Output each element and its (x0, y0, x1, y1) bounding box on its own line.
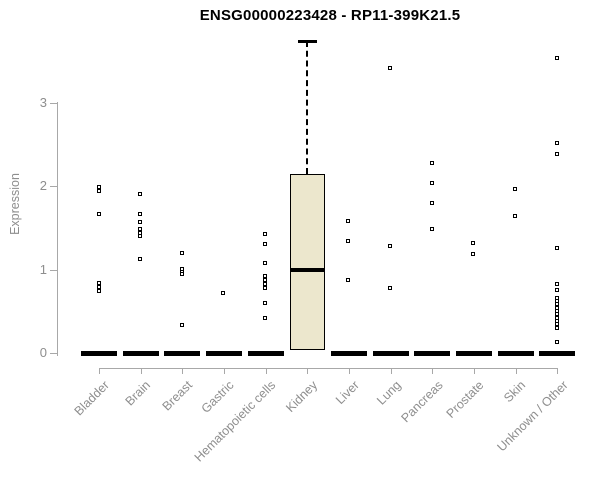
x-axis-tick (348, 368, 350, 374)
data-point (138, 257, 143, 262)
x-axis-tick (557, 368, 559, 374)
x-axis-tick (307, 368, 309, 374)
data-point (388, 285, 393, 290)
data-point (96, 212, 101, 217)
x-category-label: Pancreas (397, 378, 446, 426)
x-axis-tick (182, 368, 184, 374)
data-point (513, 187, 518, 192)
y-tick-label: 1 (39, 261, 47, 277)
data-point (96, 280, 101, 285)
chart-title: ENSG00000223428 - RP11-399K21.5 (199, 7, 461, 24)
zero-median-bar (247, 350, 284, 356)
data-point (263, 315, 268, 320)
data-point (138, 233, 143, 238)
data-point (554, 141, 559, 146)
data-point (263, 273, 268, 278)
data-point (263, 286, 268, 291)
y-axis-label: Expression (8, 173, 22, 235)
data-point (138, 212, 143, 217)
data-point (179, 323, 184, 327)
data-point (554, 152, 559, 157)
data-point (138, 192, 143, 197)
data-point (96, 284, 101, 289)
zero-median-bar (205, 350, 242, 356)
x-category-label: Bladder (71, 378, 112, 419)
zero-median-bar (539, 350, 576, 356)
data-point (346, 238, 351, 243)
y-tick-label: 2 (39, 178, 47, 194)
data-point (554, 325, 559, 330)
zero-median-bar (372, 350, 409, 356)
data-point (471, 252, 476, 257)
x-category-label: Hematopoietic cells (192, 378, 279, 465)
data-point (346, 218, 351, 223)
data-point (554, 246, 559, 251)
zero-median-bar (122, 350, 159, 356)
y-axis-line (57, 101, 58, 356)
zero-median-bar (164, 350, 201, 356)
upper-whisker (306, 41, 309, 174)
data-point (429, 180, 434, 185)
data-point (471, 240, 476, 245)
x-axis-tick (99, 368, 100, 374)
x-category-label: Liver (332, 378, 362, 408)
data-point (96, 288, 101, 293)
x-category-label: Brain (123, 378, 154, 409)
x-axis-tick (390, 368, 392, 374)
y-axis-tick (50, 186, 57, 188)
data-point (388, 65, 393, 70)
data-point (554, 288, 559, 292)
data-point (179, 250, 184, 255)
x-category-label: Prostate (444, 378, 487, 421)
data-point (263, 260, 268, 265)
data-point (263, 300, 268, 305)
y-axis-tick (50, 269, 57, 271)
x-category-label: Breast (159, 378, 196, 414)
zero-median-bar (455, 350, 492, 356)
data-point (96, 188, 101, 193)
y-axis-tick (50, 353, 57, 354)
y-tick-label: 0 (39, 345, 47, 360)
zero-median-bar (330, 350, 367, 356)
data-point (179, 272, 184, 277)
data-point (429, 227, 434, 232)
x-axis-tick (473, 368, 475, 374)
zero-median-bar (414, 350, 451, 356)
data-point (263, 232, 268, 237)
x-category-label: Kidney (283, 378, 321, 415)
zero-median-bar (81, 350, 117, 356)
y-axis-tick (50, 103, 57, 104)
x-category-label: Skin (501, 378, 529, 406)
data-point (429, 160, 434, 165)
data-point (513, 213, 518, 218)
data-point (554, 282, 559, 287)
data-point (138, 219, 143, 224)
x-category-label: Gastric (198, 378, 237, 416)
data-point (388, 243, 393, 248)
x-axis-tick (140, 368, 142, 374)
data-point (263, 242, 268, 247)
data-point (221, 291, 226, 296)
x-axis-tick (265, 368, 267, 374)
box-median-line (289, 267, 325, 272)
x-axis-line (99, 368, 559, 369)
data-point (554, 56, 559, 61)
data-point (96, 184, 101, 189)
x-axis-tick (515, 368, 517, 374)
data-point (429, 200, 434, 205)
data-point (263, 278, 268, 282)
box-iqr (289, 173, 325, 351)
data-point (263, 282, 268, 287)
x-axis-tick (223, 368, 225, 374)
x-category-label: Lung (373, 378, 404, 408)
y-tick-label: 3 (39, 95, 47, 110)
x-axis-tick (432, 368, 434, 374)
data-point (554, 339, 559, 344)
data-point (346, 278, 351, 282)
zero-median-bar (497, 350, 534, 356)
